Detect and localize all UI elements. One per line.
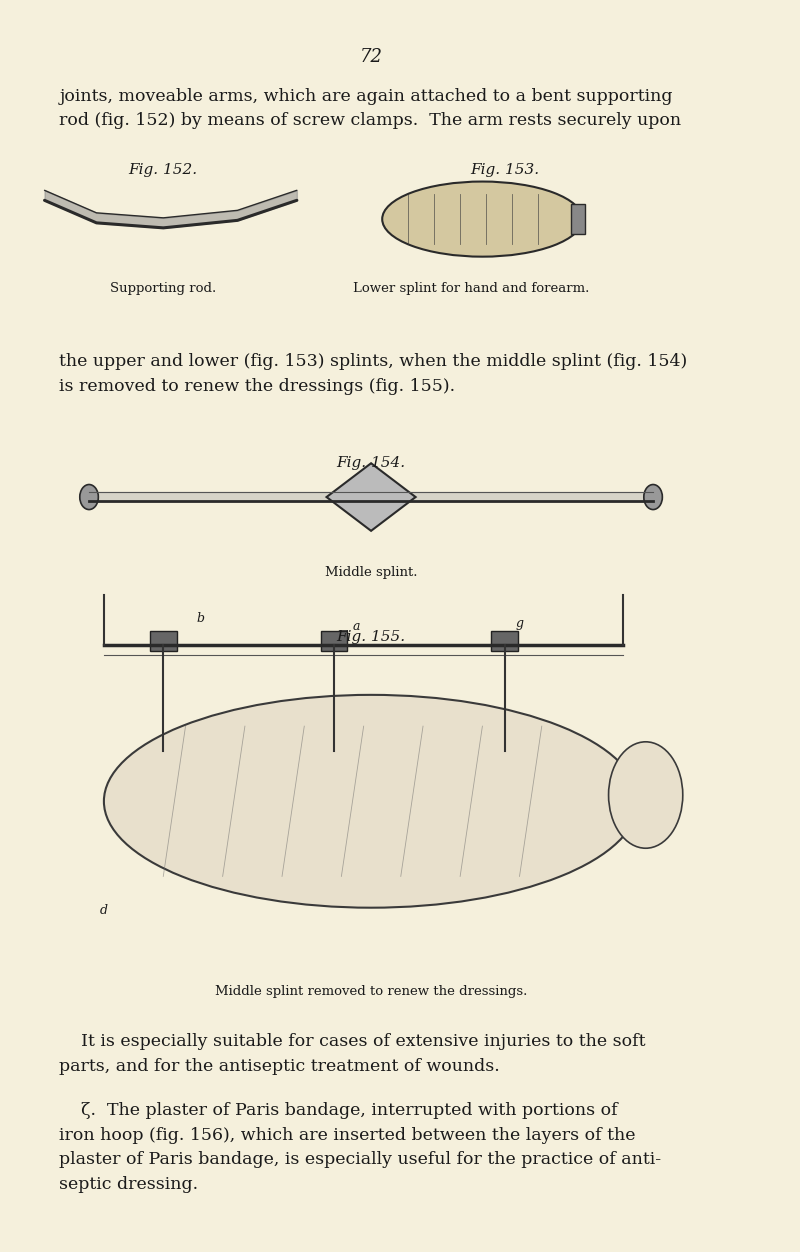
Text: It is especially suitable for cases of extensive injuries to the soft
parts, and: It is especially suitable for cases of e… xyxy=(59,1033,646,1074)
Text: g: g xyxy=(515,617,523,630)
Text: d: d xyxy=(100,904,108,916)
Text: Middle splint.: Middle splint. xyxy=(325,566,418,578)
Text: Fig. 155.: Fig. 155. xyxy=(337,630,406,644)
Bar xyxy=(491,631,518,651)
Text: Supporting rod.: Supporting rod. xyxy=(110,282,216,294)
Bar xyxy=(150,631,177,651)
Text: b: b xyxy=(196,612,204,625)
Ellipse shape xyxy=(104,695,638,908)
Polygon shape xyxy=(326,463,416,531)
Text: 72: 72 xyxy=(359,48,382,65)
Ellipse shape xyxy=(80,485,98,510)
Text: a: a xyxy=(353,620,360,632)
Text: Lower splint for hand and forearm.: Lower splint for hand and forearm. xyxy=(353,282,590,294)
Ellipse shape xyxy=(382,182,582,257)
Bar xyxy=(571,204,585,234)
Ellipse shape xyxy=(644,485,662,510)
Text: Fig. 152.: Fig. 152. xyxy=(129,163,198,177)
Text: ζ.  The plaster of Paris bandage, interrupted with portions of
iron hoop (fig. 1: ζ. The plaster of Paris bandage, interru… xyxy=(59,1102,662,1193)
Text: Fig. 153.: Fig. 153. xyxy=(470,163,539,177)
Text: Middle splint removed to renew the dressings.: Middle splint removed to renew the dress… xyxy=(215,985,527,998)
Text: the upper and lower (fig. 153) splints, when the middle splint (fig. 154)
is rem: the upper and lower (fig. 153) splints, … xyxy=(59,353,688,394)
Text: Fig. 154.: Fig. 154. xyxy=(337,456,406,470)
Ellipse shape xyxy=(609,741,682,849)
Bar xyxy=(321,631,347,651)
Text: joints, moveable arms, which are again attached to a bent supporting
rod (fig. 1: joints, moveable arms, which are again a… xyxy=(59,88,682,129)
